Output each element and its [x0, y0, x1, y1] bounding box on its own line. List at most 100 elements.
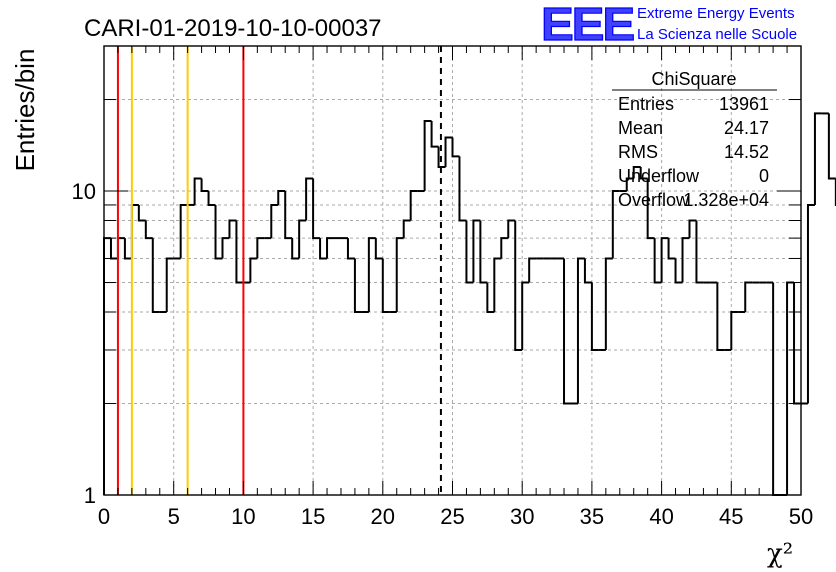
histogram-bin — [660, 237, 669, 283]
x-tick-label: 5 — [168, 504, 180, 529]
histogram-bin — [632, 165, 641, 179]
histogram-bars — [103, 112, 836, 496]
stats-value: 0 — [759, 166, 769, 186]
x-tick-label: 0 — [98, 504, 110, 529]
histogram-bin — [312, 178, 321, 240]
histogram-bin — [744, 281, 753, 312]
x-tick-label: 15 — [301, 504, 325, 529]
histogram-bin — [625, 177, 634, 192]
tick-labels: 0 5 10 15 20 25 30 35 40 45 50 1 10 — [72, 179, 814, 529]
histogram-bin — [409, 190, 418, 221]
histogram-bin — [521, 281, 530, 350]
histogram-bin — [137, 204, 146, 222]
histogram-bin — [716, 282, 725, 351]
histogram-bin — [444, 136, 453, 167]
histogram-bin — [381, 258, 390, 313]
histogram-bin — [688, 219, 697, 239]
histogram-bin — [437, 146, 446, 168]
x-axis-label: χ² — [767, 539, 793, 569]
histogram-bin — [144, 220, 153, 240]
histogram-bin — [130, 203, 139, 259]
histogram-bin — [123, 238, 132, 260]
x-tick-label: 45 — [719, 504, 743, 529]
histogram-bin — [583, 258, 592, 284]
histogram-bin — [639, 166, 648, 180]
histogram-bin — [402, 219, 411, 239]
histogram-bin — [193, 177, 202, 205]
histogram-bin — [103, 237, 111, 495]
x-tick-label: 25 — [440, 504, 464, 529]
histogram-bin — [730, 310, 739, 350]
histogram-bin — [458, 156, 467, 222]
histogram-bin — [493, 257, 502, 312]
histogram-bin — [214, 204, 223, 260]
histogram-bin — [563, 258, 571, 405]
histogram-bin — [319, 238, 328, 260]
eee-logo-mark: EEE — [541, 0, 633, 50]
x-tick-label: 35 — [580, 504, 604, 529]
histogram-bin — [109, 238, 118, 260]
reference-lines — [116, 46, 442, 495]
histogram-bin — [326, 237, 335, 259]
histogram-bin — [367, 237, 376, 312]
histogram-bin — [486, 282, 495, 313]
histogram-bin — [346, 238, 355, 260]
histogram-bin — [786, 281, 795, 495]
histogram-bin — [179, 203, 188, 259]
histogram-bin — [451, 137, 460, 158]
histogram-bin — [235, 220, 244, 284]
y-tick-label: 10 — [72, 179, 96, 204]
histogram-bin — [298, 219, 307, 259]
histogram-bin — [221, 237, 230, 259]
histogram-bin — [806, 203, 815, 404]
histogram-bin — [681, 237, 690, 283]
logo-line-1: Extreme Energy Events — [637, 5, 795, 22]
histogram-bin — [228, 219, 237, 239]
grid-lines — [104, 45, 801, 495]
histogram-bin — [507, 219, 516, 239]
histogram-bin — [423, 119, 432, 192]
histogram-bin — [646, 178, 655, 240]
chart-title: CARI-01-2019-10-10-00037 — [84, 15, 382, 42]
histogram-bin — [479, 220, 488, 284]
histogram-bin — [604, 257, 613, 350]
histogram-bin — [500, 237, 509, 259]
histogram-bin — [528, 257, 537, 283]
histogram-bin — [284, 191, 293, 240]
stats-rows: Entries 13961 Mean 24.17 RMS 14.52 Underflow 0 O… — [618, 94, 769, 210]
stats-label: RMS — [618, 142, 658, 162]
histogram-bin — [472, 219, 481, 283]
histogram-bin — [116, 237, 125, 259]
histogram-bin — [827, 113, 836, 180]
histogram-bin — [395, 237, 404, 312]
histogram-bin — [514, 220, 523, 351]
histogram-bin — [576, 257, 585, 404]
histogram-bin — [277, 190, 286, 205]
stats-label: Underflow — [618, 166, 700, 186]
x-tick-label: 30 — [510, 504, 534, 529]
stats-label: Mean — [618, 118, 663, 138]
histogram-bin — [165, 257, 174, 312]
histogram-bin — [653, 238, 662, 284]
y-tick-label: 1 — [84, 483, 96, 508]
histogram-bin — [200, 178, 209, 193]
histogram-bin — [465, 220, 474, 284]
stats-label: Entries — [618, 94, 674, 114]
histogram-bin — [611, 190, 620, 259]
stats-title: ChiSquare — [651, 69, 736, 89]
x-tick-label: 20 — [371, 504, 395, 529]
histogram-bin — [374, 238, 383, 260]
histogram-bin — [695, 220, 704, 284]
histogram-bin — [674, 258, 683, 284]
histogram-bin — [353, 258, 362, 313]
histogram-bin — [772, 282, 781, 496]
histogram-bin — [207, 191, 216, 206]
histogram-bin — [305, 177, 314, 221]
y-axis-label: Entries/bin — [10, 49, 40, 172]
stats-label: Overflow — [618, 190, 690, 210]
histogram-bin — [256, 237, 265, 259]
histogram-bin — [249, 257, 258, 283]
stats-value: 1.328e+04 — [683, 190, 769, 210]
histogram-bin — [430, 120, 439, 148]
